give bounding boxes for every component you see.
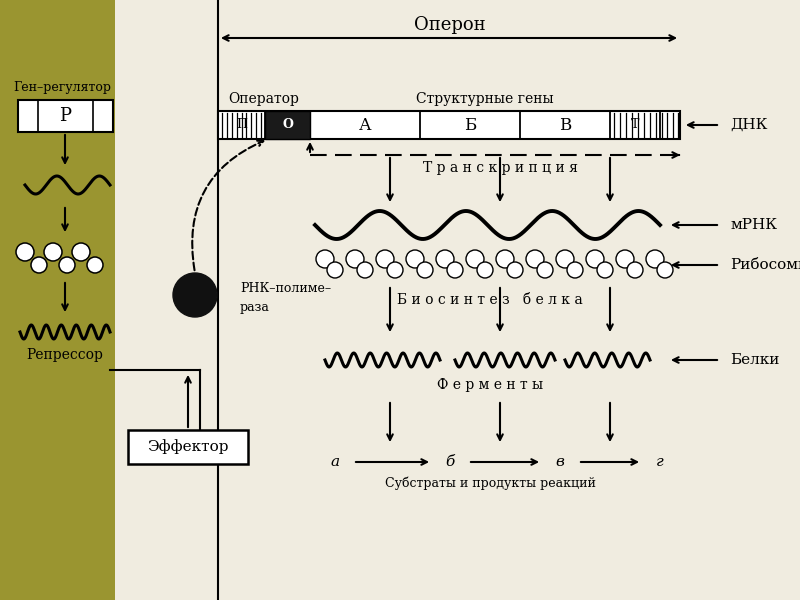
Text: Р: Р: [59, 107, 71, 125]
Text: Ф е р м е н т ы: Ф е р м е н т ы: [437, 378, 543, 392]
Text: Оперон: Оперон: [414, 16, 486, 34]
Text: Б: Б: [464, 116, 476, 133]
Circle shape: [657, 262, 673, 278]
Text: мРНК: мРНК: [730, 218, 777, 232]
Text: Белки: Белки: [730, 353, 779, 367]
Text: Рибосомы: Рибосомы: [730, 258, 800, 272]
Text: б: б: [446, 455, 454, 469]
Circle shape: [316, 250, 334, 268]
Circle shape: [526, 250, 544, 268]
Text: В: В: [559, 116, 571, 133]
Circle shape: [31, 257, 47, 273]
Text: О: О: [282, 118, 293, 131]
Circle shape: [436, 250, 454, 268]
Circle shape: [556, 250, 574, 268]
Circle shape: [72, 243, 90, 261]
Circle shape: [586, 250, 604, 268]
Circle shape: [507, 262, 523, 278]
Circle shape: [477, 262, 493, 278]
Circle shape: [87, 257, 103, 273]
Circle shape: [44, 243, 62, 261]
Circle shape: [417, 262, 433, 278]
Circle shape: [616, 250, 634, 268]
Text: Оператор: Оператор: [229, 92, 299, 106]
Text: Эффектор: Эффектор: [147, 440, 229, 454]
Text: Т р а н с к р и п ц и я: Т р а н с к р и п ц и я: [422, 161, 578, 175]
Text: ДНК: ДНК: [730, 118, 767, 132]
Bar: [0, 0, 115, 600]
Bar: [18, 100, 113, 132]
Text: РНК–полиме–: РНК–полиме–: [240, 281, 331, 295]
Circle shape: [447, 262, 463, 278]
Circle shape: [16, 243, 34, 261]
Text: Структурные гены: Структурные гены: [416, 92, 554, 106]
Text: раза: раза: [240, 301, 270, 314]
Bar: [128, 430, 248, 464]
Text: Б и о с и н т е з   б е л к а: Б и о с и н т е з б е л к а: [397, 293, 583, 307]
Circle shape: [357, 262, 373, 278]
Text: Т: Т: [631, 118, 639, 131]
Text: г: г: [656, 455, 664, 469]
Circle shape: [567, 262, 583, 278]
Text: Репрессор: Репрессор: [26, 348, 103, 362]
Circle shape: [496, 250, 514, 268]
Circle shape: [327, 262, 343, 278]
Circle shape: [406, 250, 424, 268]
Circle shape: [537, 262, 553, 278]
Circle shape: [59, 257, 75, 273]
Text: Ген–регулятор: Ген–регулятор: [13, 82, 111, 94]
Circle shape: [597, 262, 613, 278]
Text: а: а: [330, 455, 339, 469]
Text: А: А: [358, 116, 371, 133]
Text: Субстраты и продукты реакций: Субстраты и продукты реакций: [385, 476, 595, 490]
Circle shape: [346, 250, 364, 268]
Bar: [218, 111, 680, 139]
Text: П: П: [236, 118, 247, 131]
Circle shape: [387, 262, 403, 278]
Circle shape: [646, 250, 664, 268]
Bar: [265, 111, 310, 139]
Circle shape: [466, 250, 484, 268]
Circle shape: [376, 250, 394, 268]
Circle shape: [173, 273, 217, 317]
Text: в: в: [555, 455, 565, 469]
Circle shape: [627, 262, 643, 278]
